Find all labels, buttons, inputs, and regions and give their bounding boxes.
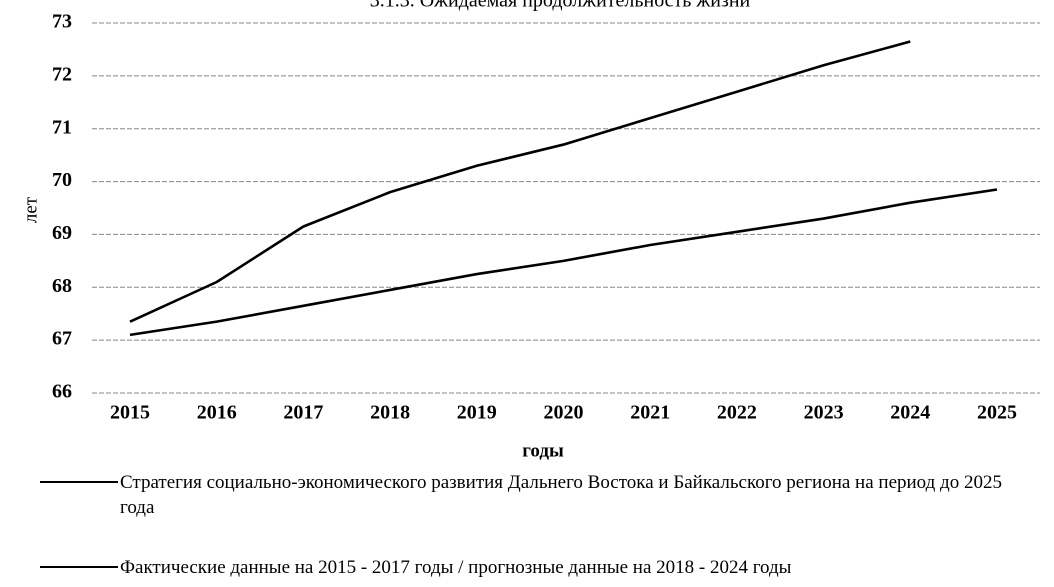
- x-tick-label: 2021: [630, 402, 670, 424]
- y-tick-label: 73: [52, 11, 72, 33]
- x-tick-label: 2023: [804, 402, 844, 424]
- x-tick-label: 2020: [544, 402, 584, 424]
- legend-label: Фактические данные на 2015 - 2017 годы /…: [120, 557, 792, 578]
- y-tick-label: 72: [52, 63, 72, 85]
- series-line: [129, 40, 911, 323]
- x-tick-label: 2016: [197, 402, 237, 424]
- x-tick-label: 2017: [283, 402, 323, 424]
- y-tick-label: 69: [52, 222, 72, 244]
- y-tick-label: 70: [52, 169, 72, 191]
- chart-title: 3.1.3. Ожидаемая продолжительность жизни: [370, 0, 751, 12]
- y-tick-label: 71: [52, 116, 72, 138]
- y-tick-label: 66: [52, 381, 72, 403]
- x-tick-label: 2015: [110, 402, 150, 424]
- x-axis-label: годы: [522, 440, 564, 461]
- y-tick-label: 67: [52, 328, 72, 350]
- x-tick-label: 2025: [977, 402, 1017, 424]
- series-line: [129, 188, 998, 337]
- x-tick-label: 2022: [717, 402, 757, 424]
- y-tick-label: 68: [52, 275, 72, 297]
- y-axis-label: лет: [20, 196, 41, 223]
- x-tick-label: 2019: [457, 402, 497, 424]
- x-tick-label: 2018: [370, 402, 410, 424]
- x-tick-label: 2024: [890, 402, 930, 424]
- legend-label: Стратегия социально-экономического разви…: [120, 472, 1002, 518]
